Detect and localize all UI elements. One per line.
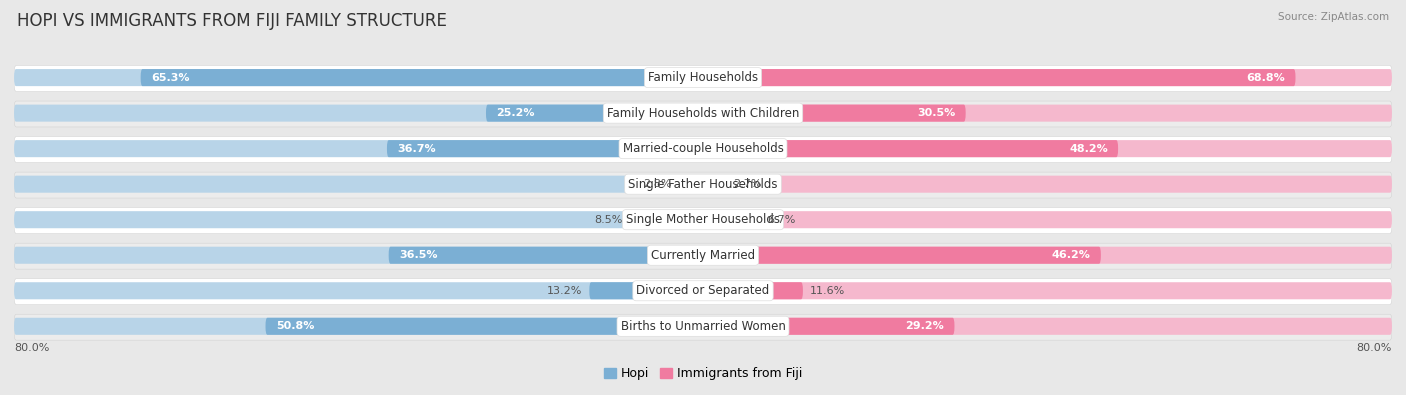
FancyBboxPatch shape <box>14 137 1392 162</box>
Text: 50.8%: 50.8% <box>276 321 314 331</box>
Text: Currently Married: Currently Married <box>651 249 755 262</box>
Text: 65.3%: 65.3% <box>150 73 190 83</box>
FancyBboxPatch shape <box>387 140 703 157</box>
FancyBboxPatch shape <box>703 69 1392 86</box>
FancyBboxPatch shape <box>679 176 703 193</box>
Text: Family Households with Children: Family Households with Children <box>607 107 799 120</box>
Text: 29.2%: 29.2% <box>905 321 945 331</box>
Text: Married-couple Households: Married-couple Households <box>623 142 783 155</box>
Text: 80.0%: 80.0% <box>1357 342 1392 353</box>
Text: Source: ZipAtlas.com: Source: ZipAtlas.com <box>1278 12 1389 22</box>
FancyBboxPatch shape <box>14 172 1392 198</box>
FancyBboxPatch shape <box>703 105 966 122</box>
FancyBboxPatch shape <box>703 176 727 193</box>
FancyBboxPatch shape <box>14 243 1392 269</box>
FancyBboxPatch shape <box>703 247 1392 264</box>
Text: Family Households: Family Households <box>648 71 758 84</box>
Legend: Hopi, Immigrants from Fiji: Hopi, Immigrants from Fiji <box>603 367 803 380</box>
Text: 11.6%: 11.6% <box>810 286 845 296</box>
FancyBboxPatch shape <box>14 140 703 157</box>
FancyBboxPatch shape <box>703 318 955 335</box>
FancyBboxPatch shape <box>14 176 703 193</box>
Text: 80.0%: 80.0% <box>14 342 49 353</box>
FancyBboxPatch shape <box>703 211 1392 228</box>
Text: 2.7%: 2.7% <box>733 179 762 189</box>
FancyBboxPatch shape <box>14 279 1392 305</box>
FancyBboxPatch shape <box>486 105 703 122</box>
FancyBboxPatch shape <box>703 318 1392 335</box>
Text: 36.5%: 36.5% <box>399 250 437 260</box>
FancyBboxPatch shape <box>14 101 1392 127</box>
Text: 13.2%: 13.2% <box>547 286 582 296</box>
FancyBboxPatch shape <box>703 140 1118 157</box>
FancyBboxPatch shape <box>388 247 703 264</box>
FancyBboxPatch shape <box>703 69 1295 86</box>
Text: 48.2%: 48.2% <box>1069 144 1108 154</box>
FancyBboxPatch shape <box>703 282 1392 299</box>
FancyBboxPatch shape <box>703 282 803 299</box>
Text: Single Mother Households: Single Mother Households <box>626 213 780 226</box>
FancyBboxPatch shape <box>14 66 1392 92</box>
FancyBboxPatch shape <box>589 282 703 299</box>
FancyBboxPatch shape <box>703 140 1392 157</box>
FancyBboxPatch shape <box>630 211 703 228</box>
Text: Single Father Households: Single Father Households <box>628 178 778 191</box>
Text: 8.5%: 8.5% <box>595 215 623 225</box>
FancyBboxPatch shape <box>14 208 1392 233</box>
Text: 36.7%: 36.7% <box>398 144 436 154</box>
FancyBboxPatch shape <box>703 247 1101 264</box>
FancyBboxPatch shape <box>14 69 703 86</box>
FancyBboxPatch shape <box>14 105 703 122</box>
Text: 25.2%: 25.2% <box>496 108 534 118</box>
Text: 68.8%: 68.8% <box>1246 73 1285 83</box>
Text: 2.8%: 2.8% <box>644 179 672 189</box>
Text: Births to Unmarried Women: Births to Unmarried Women <box>620 320 786 333</box>
FancyBboxPatch shape <box>141 69 703 86</box>
FancyBboxPatch shape <box>14 247 703 264</box>
Text: Divorced or Separated: Divorced or Separated <box>637 284 769 297</box>
FancyBboxPatch shape <box>703 105 1392 122</box>
FancyBboxPatch shape <box>14 318 703 335</box>
Text: 6.7%: 6.7% <box>768 215 796 225</box>
FancyBboxPatch shape <box>703 176 1392 193</box>
FancyBboxPatch shape <box>14 211 703 228</box>
FancyBboxPatch shape <box>266 318 703 335</box>
FancyBboxPatch shape <box>14 282 703 299</box>
Text: 46.2%: 46.2% <box>1052 250 1091 260</box>
Text: HOPI VS IMMIGRANTS FROM FIJI FAMILY STRUCTURE: HOPI VS IMMIGRANTS FROM FIJI FAMILY STRU… <box>17 12 447 30</box>
FancyBboxPatch shape <box>14 314 1392 340</box>
FancyBboxPatch shape <box>703 211 761 228</box>
Text: 30.5%: 30.5% <box>917 108 955 118</box>
